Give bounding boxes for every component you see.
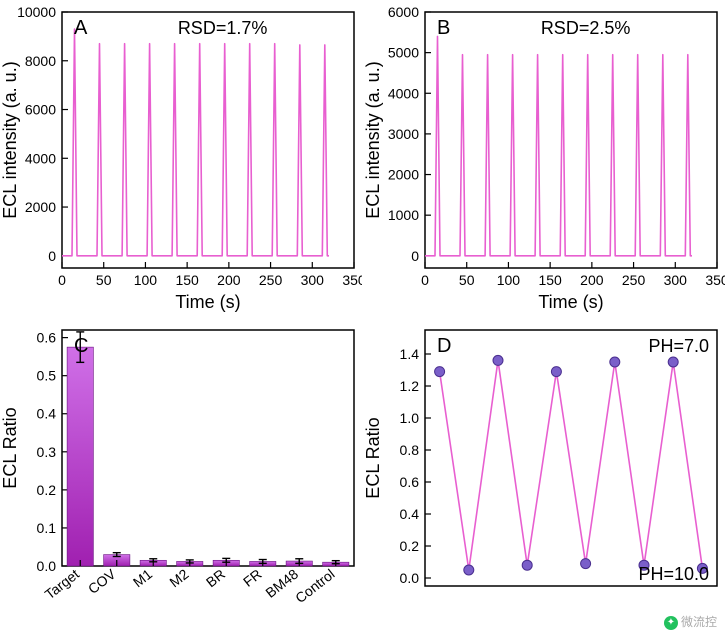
svg-text:D: D xyxy=(437,335,451,357)
svg-text:COV: COV xyxy=(85,565,119,597)
svg-text:3000: 3000 xyxy=(387,126,418,142)
svg-text:1.4: 1.4 xyxy=(399,346,419,362)
svg-text:B: B xyxy=(437,17,450,39)
svg-text:A: A xyxy=(74,17,88,39)
watermark: ✦微流控 xyxy=(664,613,717,630)
svg-text:250: 250 xyxy=(621,272,645,288)
svg-text:M2: M2 xyxy=(166,566,191,591)
svg-text:ECL intensity (a. u.): ECL intensity (a. u.) xyxy=(363,61,383,218)
svg-text:0.4: 0.4 xyxy=(399,506,419,522)
svg-text:FR: FR xyxy=(240,566,265,590)
svg-text:0.1: 0.1 xyxy=(37,520,57,536)
svg-text:5000: 5000 xyxy=(387,45,418,61)
svg-text:0.8: 0.8 xyxy=(399,442,419,458)
svg-text:PH=7.0: PH=7.0 xyxy=(648,336,709,356)
panel-d: 0.0 0.2 0.4 0.6 0.8 1.0 1.2 1.4 ECL Ratio D PH=7.0… xyxy=(363,318,725,636)
svg-text:2000: 2000 xyxy=(25,199,56,215)
svg-text:0.6: 0.6 xyxy=(399,474,419,490)
svg-text:250: 250 xyxy=(259,272,283,288)
svg-text:BR: BR xyxy=(203,566,228,591)
svg-text:0: 0 xyxy=(421,272,429,288)
svg-text:0.6: 0.6 xyxy=(37,330,57,346)
svg-text:350: 350 xyxy=(705,272,725,288)
panel-c: 0.00.10.20.30.40.50.6TargetCOVM1M2BRFRBM… xyxy=(0,318,363,636)
svg-text:RSD=2.5%: RSD=2.5% xyxy=(540,18,630,38)
svg-text:50: 50 xyxy=(96,272,112,288)
svg-text:4000: 4000 xyxy=(25,150,56,166)
panel-b: 0 50 100 150 200 250 300 350 0 1000 2000 3000 4000 50… xyxy=(363,0,725,318)
svg-text:200: 200 xyxy=(217,272,241,288)
svg-text:0: 0 xyxy=(411,248,419,264)
svg-text:0.0: 0.0 xyxy=(37,558,57,574)
svg-text:8000: 8000 xyxy=(25,53,56,69)
svg-text:350: 350 xyxy=(342,272,362,288)
svg-text:0.3: 0.3 xyxy=(37,444,57,460)
svg-text:ECL Ratio: ECL Ratio xyxy=(363,417,383,498)
svg-text:1.2: 1.2 xyxy=(399,378,419,394)
svg-text:Time (s): Time (s) xyxy=(538,292,603,312)
svg-text:M1: M1 xyxy=(130,566,155,591)
wechat-icon: ✦ xyxy=(664,616,678,630)
svg-text:C: C xyxy=(74,335,88,357)
svg-text:1.0: 1.0 xyxy=(399,410,419,426)
svg-text:6000: 6000 xyxy=(25,102,56,118)
svg-text:300: 300 xyxy=(663,272,687,288)
svg-text:Time (s): Time (s) xyxy=(175,292,240,312)
svg-text:100: 100 xyxy=(134,272,158,288)
svg-text:150: 150 xyxy=(538,272,562,288)
svg-text:0.4: 0.4 xyxy=(37,406,57,422)
svg-text:50: 50 xyxy=(458,272,474,288)
svg-text:RSD=1.7%: RSD=1.7% xyxy=(178,18,268,38)
svg-text:150: 150 xyxy=(175,272,199,288)
svg-text:0: 0 xyxy=(48,248,56,264)
svg-text:6000: 6000 xyxy=(387,4,418,20)
svg-text:300: 300 xyxy=(301,272,325,288)
svg-text:PH=10.0: PH=10.0 xyxy=(638,564,709,584)
svg-text:0.0: 0.0 xyxy=(399,570,419,586)
svg-text:Control: Control xyxy=(292,566,337,606)
svg-text:100: 100 xyxy=(496,272,520,288)
svg-text:0.5: 0.5 xyxy=(37,368,57,384)
svg-text:2000: 2000 xyxy=(387,167,418,183)
svg-text:0.2: 0.2 xyxy=(37,482,57,498)
svg-text:0.2: 0.2 xyxy=(399,538,419,554)
svg-text:ECL intensity (a. u.): ECL intensity (a. u.) xyxy=(0,61,20,218)
svg-text:4000: 4000 xyxy=(387,85,418,101)
panel-a: 0 50 100 150 200 250 300 350 0 2000 4000 6000 8000 10… xyxy=(0,0,363,318)
svg-text:10000: 10000 xyxy=(17,4,56,20)
svg-text:1000: 1000 xyxy=(387,207,418,223)
svg-text:200: 200 xyxy=(580,272,604,288)
svg-text:ECL Ratio: ECL Ratio xyxy=(0,407,20,488)
watermark-text: 微流控 xyxy=(681,615,717,629)
svg-text:0: 0 xyxy=(58,272,66,288)
